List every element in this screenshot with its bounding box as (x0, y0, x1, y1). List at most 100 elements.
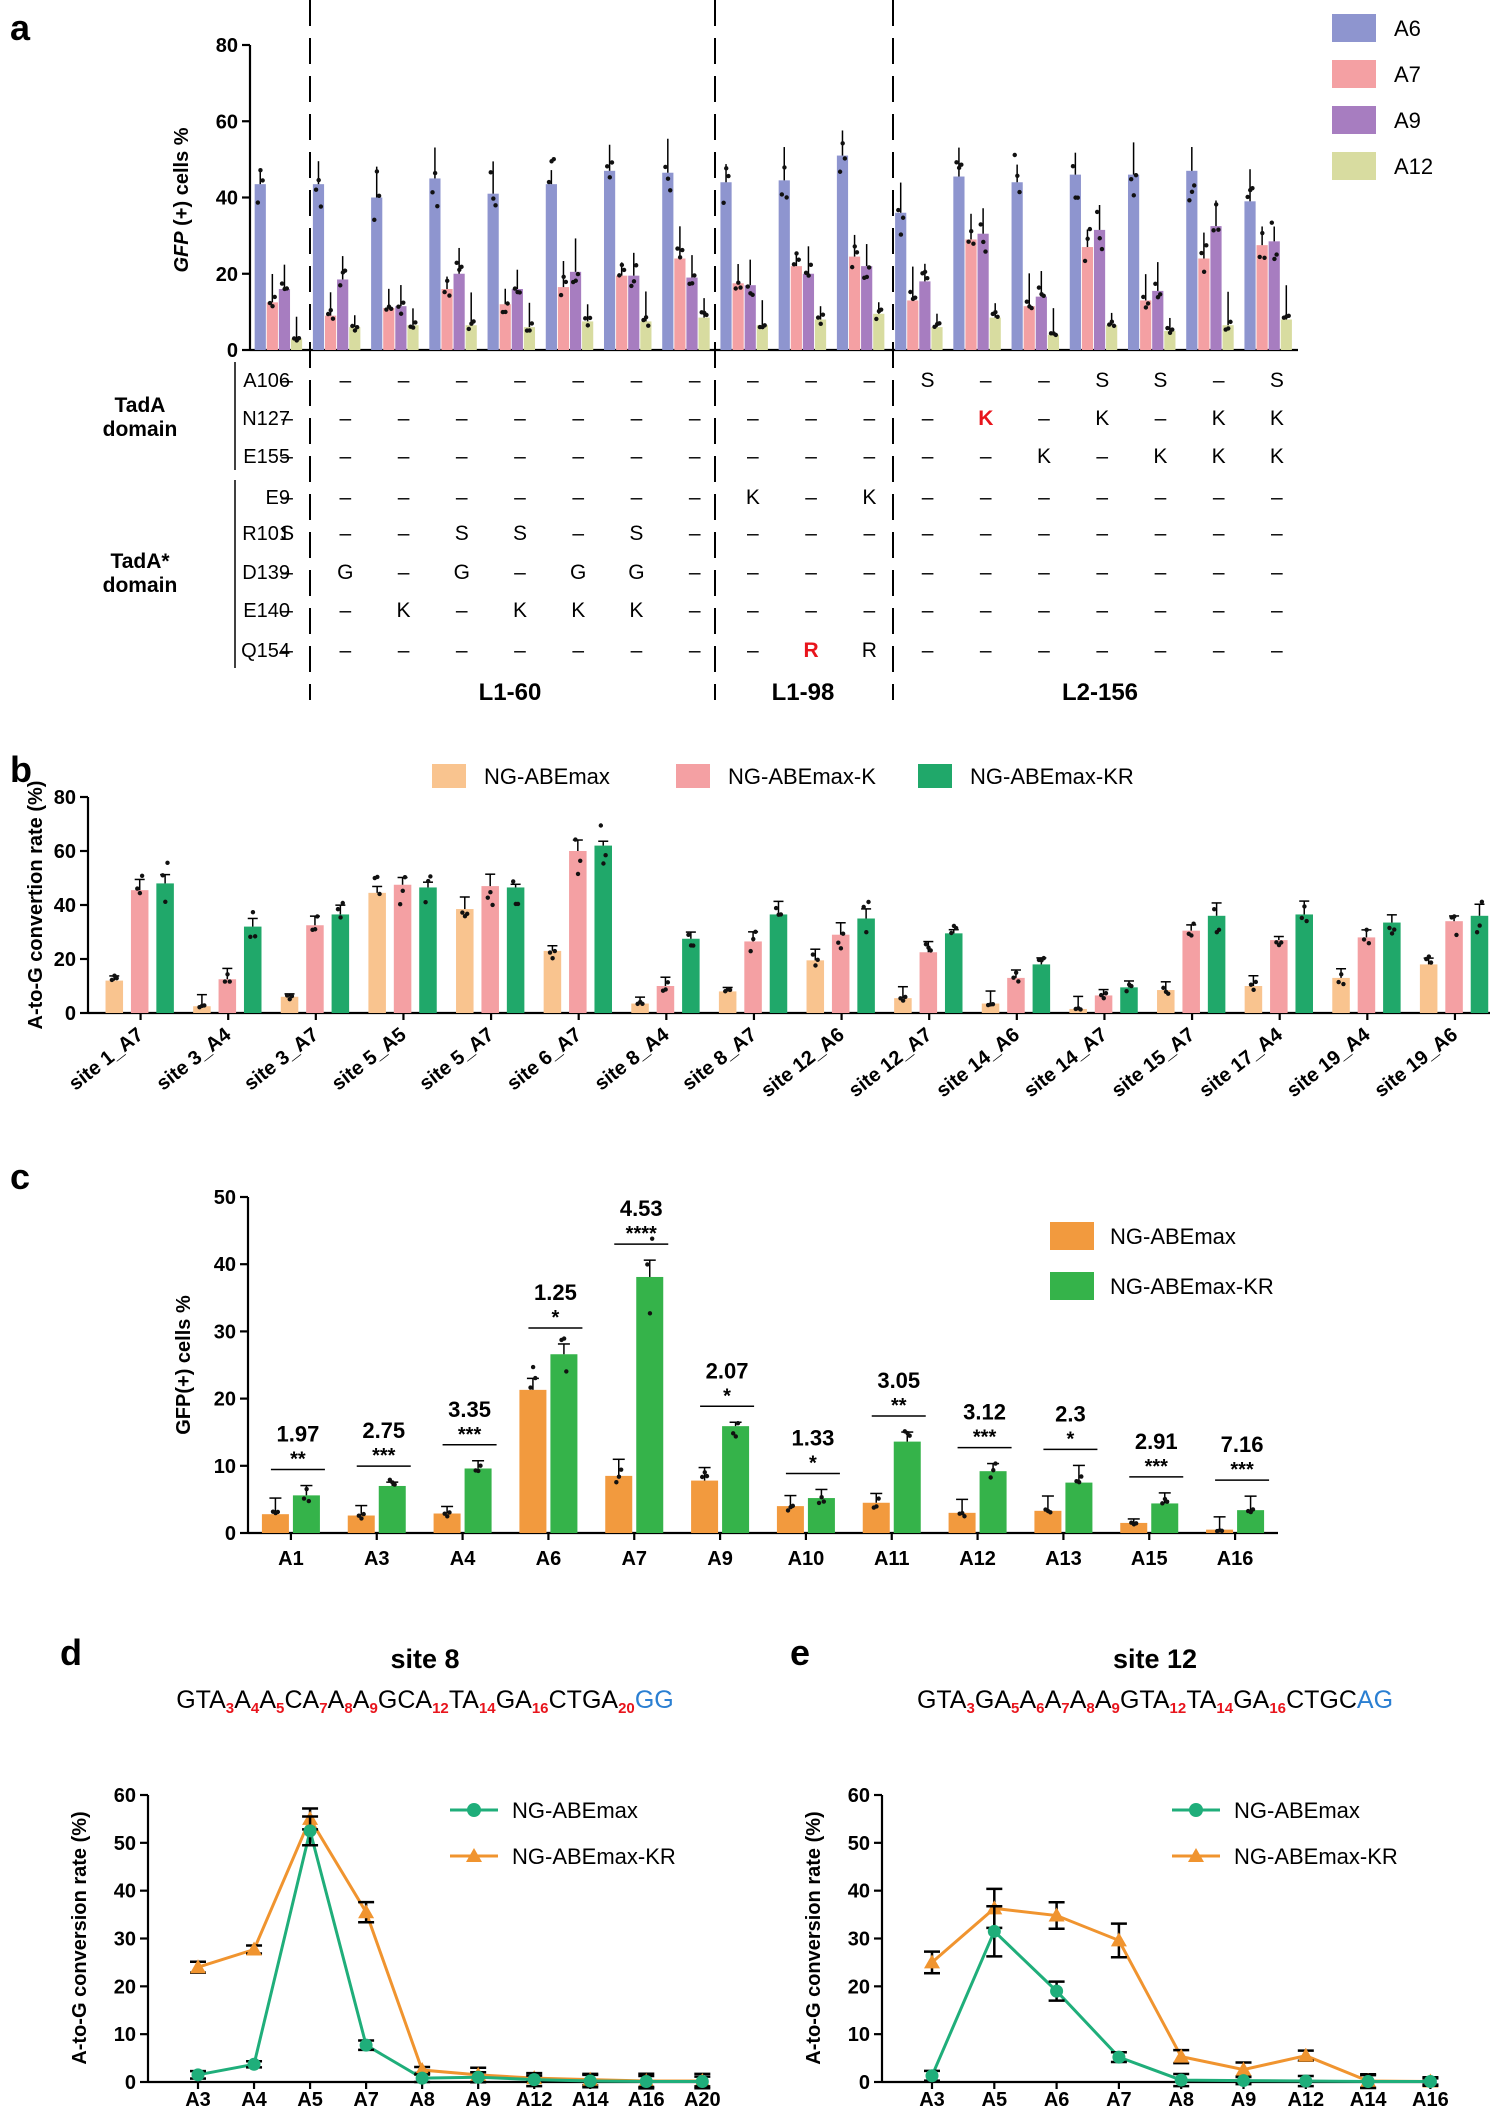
panel-a-dot (852, 244, 857, 249)
panel-a-bar (1140, 300, 1152, 350)
panel-a-mutation-cell: K (978, 407, 993, 430)
panel-c-xtick-label: A15 (1131, 1548, 1168, 1570)
panel-c-dot (907, 1433, 912, 1438)
panel-e-sequence-base: GA (975, 1686, 1011, 1714)
panel-a-bar (383, 308, 395, 350)
panel-a-mutation-cell: R (862, 639, 877, 662)
panel-b-dot (1191, 921, 1196, 926)
panel-a-mutation-cell: – (514, 639, 526, 662)
panel-a-chart: 0 20 40 60 80 GFP (+) cells % A6 A7 A9 A12 A106 N12… (103, 0, 1433, 706)
panel-b-bar (1332, 977, 1350, 1013)
panel-d-letter: d (60, 1632, 82, 1673)
panel-a-dot (631, 279, 637, 284)
panel-a-bar (778, 180, 790, 350)
panel-a-mutation-cell: – (1271, 522, 1283, 545)
panel-e-point (1173, 2048, 1190, 2063)
panel-a-legend-label: A6 (1394, 16, 1421, 41)
panel-b-bar (1244, 986, 1263, 1013)
panel-a-bar (1256, 245, 1268, 350)
panel-d-point (247, 2057, 261, 2071)
panel-b-dot (165, 860, 170, 866)
panel-a-bar (1280, 319, 1292, 350)
panel-a-dot (704, 312, 709, 318)
panel-b-bar (1182, 930, 1200, 1013)
panel-b-dot (575, 871, 581, 877)
panel-a-mutation-cell: – (747, 407, 759, 430)
panel-a-mutation-cell: – (572, 639, 584, 662)
panel-b-bar (1157, 990, 1175, 1013)
panel-c-dot (704, 1473, 710, 1479)
panel-c-dot (478, 1463, 483, 1468)
panel-d-series-line (197, 1830, 703, 2084)
panel-a-dot (794, 251, 799, 256)
panel-a-mutation-cell: – (1213, 522, 1225, 545)
panel-a-dot (267, 300, 273, 306)
panel-b-bar (769, 914, 788, 1013)
panel-c-fold-change: 1.33 (792, 1425, 835, 1450)
panel-a-legend-label: A12 (1394, 154, 1433, 179)
panel-a-dot (1167, 330, 1173, 335)
panel-d-sequence-index: 5 (276, 1700, 284, 1717)
panel-b-bar (506, 887, 525, 1013)
panel-b-bar (806, 960, 825, 1013)
panel-d-ytick-label: 0 (125, 2072, 136, 2094)
panel-b-dot (864, 929, 869, 935)
panel-a-dot (583, 316, 588, 321)
panel-d-sequence-base: A (328, 1686, 345, 1714)
panel-a-mutation-cell: – (281, 599, 293, 622)
panel-a-dot (692, 273, 697, 278)
panel-d-legend-label: NG-ABEmax-KR (512, 1844, 676, 1869)
panel-a-mutation-cell: – (281, 407, 293, 430)
panel-a-dot (806, 273, 811, 278)
panel-a-bar (616, 275, 628, 350)
panel-c-bar (1151, 1503, 1179, 1533)
panel-a-mutation-cell: – (631, 445, 643, 468)
panel-b-dot (866, 899, 871, 905)
panel-b-bar (1357, 937, 1376, 1013)
panel-a-dot (1053, 332, 1059, 338)
panel-b-bar (1094, 995, 1113, 1013)
panel-a-mutation-cell: K (1095, 407, 1109, 430)
panel-e-sequence-index: 5 (1011, 1700, 1019, 1717)
panel-d-sequence-index: 4 (251, 1700, 260, 1717)
panel-a-dot (1269, 220, 1275, 225)
panel-c-xtick-label: A13 (1045, 1548, 1082, 1570)
panel-c-significance-stars: *** (973, 1427, 997, 1449)
panel-b-dot (1103, 991, 1109, 996)
panel-b-dot (488, 890, 493, 895)
panel-b-legend-label: NG-ABEmax-K (728, 764, 876, 789)
panel-a-mutation-cell: – (631, 639, 643, 662)
panel-a-dot (995, 314, 1000, 319)
panel-c-bar (807, 1498, 835, 1533)
panel-b-dot (1212, 907, 1217, 912)
panel-b-legend-swatch (676, 764, 710, 788)
panel-a-mutation-cell: – (805, 599, 817, 622)
panel-a-dot (354, 324, 360, 330)
panel-c-xtick-label: A3 (364, 1548, 390, 1570)
panel-a-mutation-cell: – (456, 486, 468, 509)
panel-a-mutation-cell: – (1213, 599, 1225, 622)
panel-a-mutation-cell: S (1095, 369, 1109, 392)
panel-c-dot (962, 1514, 967, 1519)
panel-a-mutation-cell: K (397, 599, 411, 622)
panel-d-chart: 0 10 20 30 40 50 60 A-to-G conversion rate (%) s… (69, 1644, 721, 2106)
panel-a-mutation-cell: – (1155, 407, 1167, 430)
panel-a-dot (629, 283, 634, 289)
panel-a-dot (493, 203, 498, 208)
panel-a-bar (1047, 334, 1060, 350)
panel-a-mutation-cell: K (513, 599, 527, 622)
panel-c-significance-stars: *** (458, 1424, 482, 1446)
panel-a-dot (854, 250, 860, 255)
panel-b-ytick-label: 40 (54, 895, 76, 917)
panel-c-legend-label: NG-ABEmax (1110, 1224, 1236, 1249)
panel-c-dot (304, 1486, 309, 1492)
panel-a-bar (278, 289, 291, 350)
panel-a-bar (919, 281, 931, 350)
panel-a-dot (680, 247, 685, 253)
panel-c-dot (819, 1494, 824, 1500)
panel-c-significance-stars: *** (372, 1445, 396, 1467)
panel-a-dot (993, 310, 998, 315)
panel-b-dot (1339, 972, 1344, 977)
panel-a-dot (908, 289, 913, 295)
panel-b-bar (156, 883, 174, 1013)
